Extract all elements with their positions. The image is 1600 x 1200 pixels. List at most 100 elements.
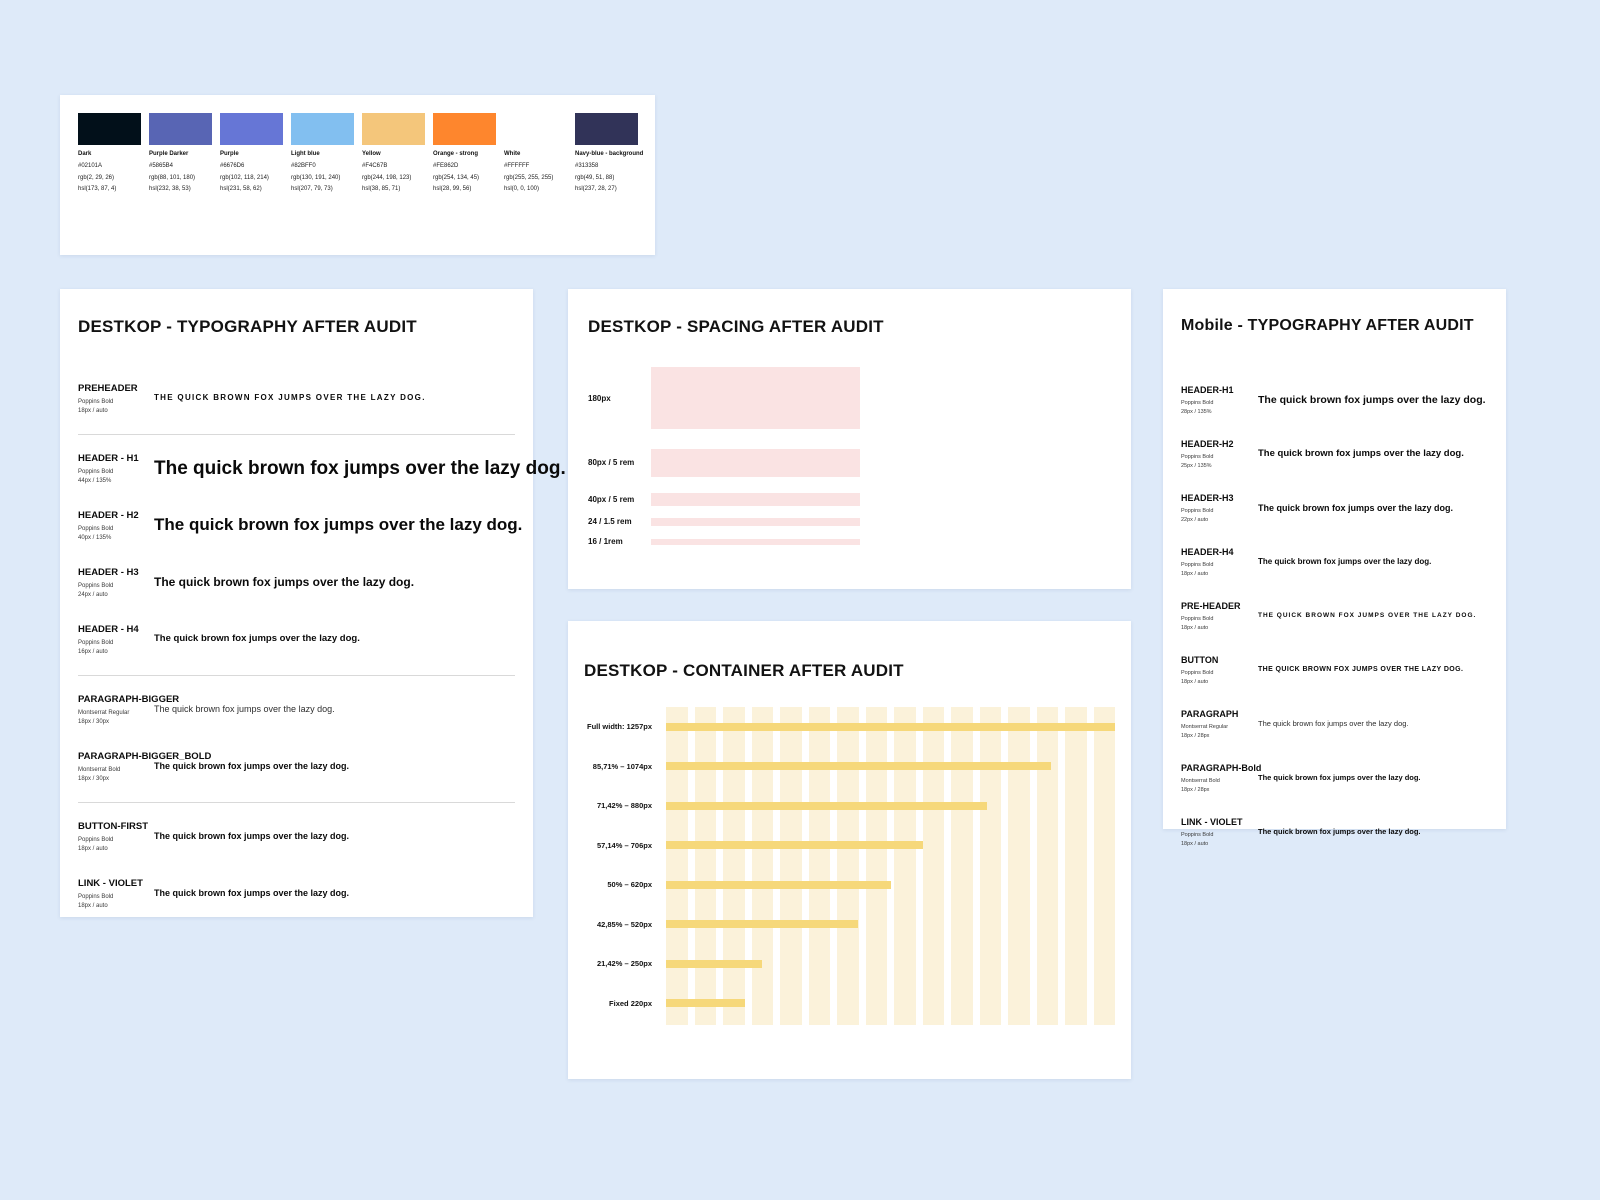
swatch-rgb-value: rgb(244, 198, 123) <box>362 174 412 181</box>
swatch-hex-value: #FE862D <box>433 163 459 170</box>
swatch-hex-value: #313358 <box>575 163 599 170</box>
swatch-name: Light blue <box>291 151 320 157</box>
container-width-label: 57,14% – 706px <box>596 840 652 850</box>
swatch-rgb-value: rgb(102, 118, 214) <box>220 174 269 181</box>
type-font-spec: Montserrat Bold <box>1181 778 1220 784</box>
typography-row: LINK - VIOLET Poppins Bold 18px / auto T… <box>1181 817 1488 847</box>
type-sample-text: The quick brown fox jumps over the lazy … <box>154 761 350 772</box>
grid-column <box>666 707 688 1025</box>
type-sample-text: The quick brown fox jumps over the lazy … <box>1258 502 1454 513</box>
type-meta: PARAGRAPH-BIGGER Montserrat Regular 18px… <box>78 694 180 725</box>
swatch-color-block <box>220 113 283 145</box>
grid-column <box>1093 707 1115 1025</box>
type-meta: HEADER - H3 Poppins Bold 24px / auto <box>78 567 154 598</box>
type-size-spec: 18px / 28px <box>1181 733 1210 739</box>
type-sample-text: THE QUICK BROWN FOX JUMPS OVER THE LAZY … <box>154 393 426 403</box>
swatch-hsl-value: hsl(28, 99, 56) <box>433 186 472 193</box>
palette-swatch: Light blue #82BFF0 rgb(130, 191, 240) hs… <box>291 113 354 193</box>
swatch-color-block <box>291 113 354 145</box>
swatch-rgb-value: rgb(88, 101, 180) <box>149 174 196 181</box>
spacing-label: 180px <box>588 393 611 403</box>
type-size-spec: 18px / auto <box>1181 571 1209 577</box>
type-sample-text: THE QUICK BROWN FOX JUMPS OVER THE LAZY … <box>1258 666 1464 674</box>
swatch-rgb-value: rgb(254, 134, 45) <box>433 174 480 181</box>
type-font-spec: Poppins Bold <box>1181 400 1214 406</box>
container-width-label: 71,42% – 880px <box>596 801 652 811</box>
container-bar-track <box>666 801 1115 810</box>
swatch-hex-value: #5865B4 <box>149 163 174 170</box>
spacing-block <box>651 539 860 545</box>
container-title: DESTKOP - CONTAINER AFTER AUDIT <box>584 661 904 680</box>
type-style-name: HEADER-H3 <box>1181 493 1234 503</box>
type-sample-text: The quick brown fox jumps over the lazy … <box>154 575 415 590</box>
grid-column <box>694 707 716 1025</box>
type-sample-text: The quick brown fox jumps over the lazy … <box>1258 447 1464 459</box>
container-row: 71,42% – 880px <box>584 786 1115 826</box>
type-size-spec: 22px / auto <box>1181 517 1209 523</box>
swatch-hex-value: #82BFF0 <box>291 163 316 170</box>
type-style-name: HEADER - H1 <box>78 453 139 464</box>
swatch-name: White <box>504 151 521 157</box>
swatch-color-block <box>78 113 141 145</box>
container-width-label: 42,85% – 520px <box>596 919 652 929</box>
typography-row: HEADER - H2 Poppins Bold 40px / 135% The… <box>78 510 522 541</box>
typography-row: PARAGRAPH-BIGGER Montserrat Regular 18px… <box>78 694 515 725</box>
type-meta: HEADER - H4 Poppins Bold 16px / auto <box>78 624 154 655</box>
type-style-name: PARAGRAPH-BIGGER <box>78 694 180 705</box>
type-meta: HEADER - H1 Poppins Bold 44px / 135% <box>78 453 154 484</box>
type-sample-text: THE QUICK BROWN FOX JUMPS OVER THE LAZY … <box>1258 611 1477 619</box>
swatch-hsl-value: hsl(231, 58, 62) <box>220 186 262 193</box>
typography-row: HEADER-H3 Poppins Bold 22px / auto The q… <box>1181 493 1488 523</box>
container-bar-track <box>666 959 1115 968</box>
type-size-spec: 18px / auto <box>1181 841 1209 847</box>
type-sample-text: The quick brown fox jumps over the lazy … <box>154 831 350 842</box>
type-sample-text: The quick brown fox jumps over the lazy … <box>1258 393 1486 406</box>
swatch-color-block <box>362 113 425 145</box>
type-style-name: BUTTON-FIRST <box>78 821 149 832</box>
container-bar-track <box>666 880 1115 889</box>
container-width-bar <box>666 880 891 889</box>
spacing-row: 16 / 1rem <box>588 537 1111 546</box>
type-size-spec: 28px / 135% <box>1181 409 1212 415</box>
type-sample-text: The quick brown fox jumps over the lazy … <box>154 633 360 645</box>
swatch-hsl-value: hsl(207, 79, 73) <box>291 186 333 193</box>
palette-swatch: Purple #6676D6 rgb(102, 118, 214) hsl(23… <box>220 113 283 193</box>
container-row: Full width: 1257px <box>584 707 1115 747</box>
swatch-rgb-value: rgb(49, 51, 88) <box>575 174 615 181</box>
palette-swatch: White #FFFFFF rgb(255, 255, 255) hsl(0, … <box>504 113 567 193</box>
spacing-row: 80px / 5 rem <box>588 449 1111 477</box>
desktop-typography-row-list: PREHEADER Poppins Bold 18px / auto THE Q… <box>78 383 566 909</box>
spacing-block <box>651 517 860 527</box>
type-meta: PARAGRAPH Montserrat Regular 18px / 28px <box>1181 709 1258 739</box>
type-sample-text: The quick brown fox jumps over the lazy … <box>154 457 566 479</box>
type-sample-text: The quick brown fox jumps over the lazy … <box>1258 556 1432 566</box>
swatch-hsl-value: hsl(232, 38, 53) <box>149 186 191 193</box>
typography-row: PARAGRAPH-Bold Montserrat Bold 18px / 28… <box>1181 763 1488 793</box>
spacing-block <box>651 449 860 477</box>
type-font-spec: Poppins Bold <box>1181 562 1214 568</box>
type-meta: HEADER-H1 Poppins Bold 28px / 135% <box>1181 385 1258 415</box>
container-width-bar <box>666 801 987 810</box>
typography-row: PARAGRAPH Montserrat Regular 18px / 28px… <box>1181 709 1488 739</box>
type-font-spec: Poppins Bold <box>78 526 114 532</box>
palette-swatch-list: Dark #02101A rgb(2, 29, 26) hsl(173, 87,… <box>78 113 643 193</box>
grid-column <box>808 707 830 1025</box>
palette-swatch: Yellow #F4C67B rgb(244, 198, 123) hsl(38… <box>362 113 425 193</box>
typography-row: PRE-HEADER Poppins Bold 18px / auto THE … <box>1181 601 1488 631</box>
type-font-spec: Poppins Bold <box>78 640 114 646</box>
container-row: 42,85% – 520px <box>584 905 1115 945</box>
swatch-hsl-value: hsl(38, 85, 71) <box>362 186 401 193</box>
typography-row: HEADER-H2 Poppins Bold 25px / 135% The q… <box>1181 439 1488 469</box>
spacing-label: 16 / 1rem <box>588 537 623 547</box>
type-size-spec: 18px / auto <box>78 846 108 852</box>
palette-swatch: Purple Darker #5865B4 rgb(88, 101, 180) … <box>149 113 212 193</box>
mobile-typography-row-list: HEADER-H1 Poppins Bold 28px / 135% The q… <box>1181 385 1488 847</box>
grid-column <box>979 707 1001 1025</box>
type-style-name: PARAGRAPH <box>1181 709 1239 719</box>
type-font-spec: Poppins Bold <box>78 583 114 589</box>
swatch-name: Dark <box>78 151 92 157</box>
typography-row: HEADER - H1 Poppins Bold 44px / 135% The… <box>78 453 566 484</box>
type-style-name: HEADER - H3 <box>78 567 139 578</box>
type-font-spec: Poppins Bold <box>1181 670 1214 676</box>
spacing-label: 24 / 1.5 rem <box>588 517 632 527</box>
